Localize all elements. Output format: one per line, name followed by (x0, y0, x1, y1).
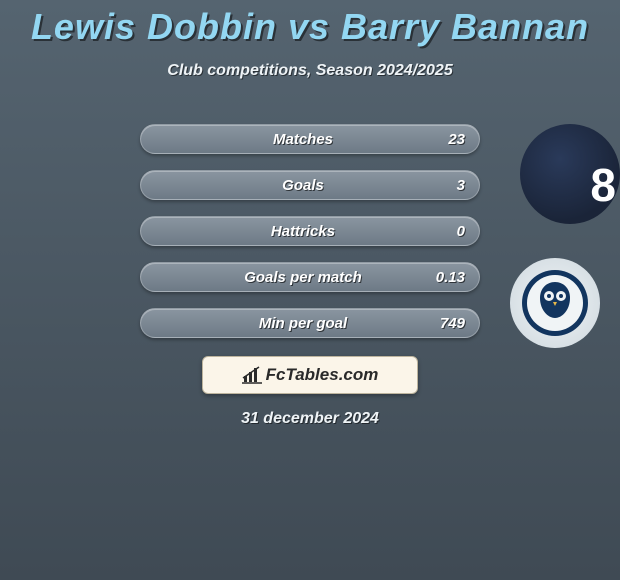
date-text: 31 december 2024 (0, 410, 620, 428)
owl-crest-icon (520, 268, 590, 338)
brand-badge: FcTables.com (202, 356, 418, 394)
stat-value: 3 (425, 177, 479, 194)
player-b-club-crest (510, 258, 600, 348)
subtitle: Club competitions, Season 2024/2025 (0, 62, 620, 80)
stat-row: Hattricks 0 (140, 216, 480, 246)
stat-label: Min per goal (141, 315, 425, 332)
bar-chart-icon (242, 366, 262, 384)
stat-row: Goals 3 (140, 170, 480, 200)
stat-value: 749 (425, 315, 479, 332)
page-title: Lewis Dobbin vs Barry Bannan (0, 6, 620, 48)
stat-value: 0.13 (425, 269, 479, 286)
stat-label: Matches (141, 131, 425, 148)
stat-value: 23 (425, 131, 479, 148)
stat-row: Goals per match 0.13 (140, 262, 480, 292)
stats-list: Matches 23 Goals 3 Hattricks 0 Goals per… (140, 124, 480, 354)
stat-label: Goals (141, 177, 425, 194)
brand-text: FcTables.com (266, 365, 379, 385)
stat-row: Min per goal 749 (140, 308, 480, 338)
stat-row: Matches 23 (140, 124, 480, 154)
player-b-shirt-number: 8 (590, 158, 616, 212)
stat-label: Goals per match (141, 269, 425, 286)
stat-value: 0 (425, 223, 479, 240)
player-b-photo: 8 (520, 124, 620, 224)
stat-label: Hattricks (141, 223, 425, 240)
